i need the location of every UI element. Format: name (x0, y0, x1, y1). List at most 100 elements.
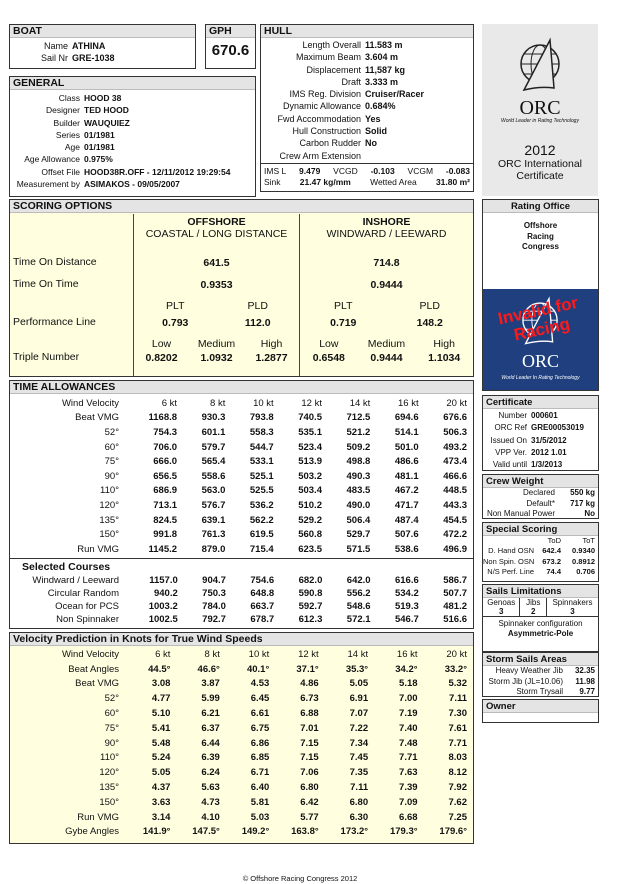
general-label: Class (58, 93, 80, 103)
selected-course-value: 648.8 (250, 587, 275, 599)
velocity-value: 7.48 (399, 737, 418, 749)
time-allowance-value: 472.2 (443, 529, 467, 541)
time-allowance-value: 579.7 (201, 441, 226, 453)
time-allowance-value: 443.3 (443, 499, 467, 511)
time-allowance-value: 498.8 (346, 456, 371, 468)
general-row: Series 01/1981 (10, 129, 255, 141)
velocity-value: 46.6° (197, 663, 220, 675)
velocity-value: 6.71 (250, 767, 270, 779)
velocity-value: 5.18 (399, 678, 418, 690)
sail-label: Sail Nr (40, 53, 68, 64)
general-row: Offset File HOOD38R.OFF - 12/11/2012 19:2… (10, 166, 255, 178)
time-allowance-row: 52° 754.3 601.1 558.3 535.1 521.2 514.1 506.3 (10, 425, 473, 440)
hull-value: No (365, 138, 377, 149)
tot-label: Time On Time (13, 278, 79, 290)
wind-speed-header: 16 kt (396, 648, 418, 660)
time-allowance-value: 1145.2 (148, 543, 178, 555)
velocity-value: 4.73 (201, 796, 220, 808)
velocity-label: 52° (104, 693, 119, 705)
time-allowance-header-row: Wind Velocity 6 kt 8 kt 10 kt 12 kt 14 kt 16 k… (10, 396, 473, 411)
general-value: 01/1981 (84, 129, 115, 140)
velocity-row: 150° 3.63 4.73 5.81 6.42 6.80 7.09 7.62 (10, 795, 473, 810)
velocity-value: 6.39 (201, 752, 220, 764)
time-allowance-value: 525.5 (249, 485, 274, 497)
hull-header: HULL (261, 25, 473, 38)
time-allowance-row: 75° 666.0 565.4 533.1 513.9 498.8 486.6 473.4 (10, 454, 473, 469)
wind-speed-header: 14 kt (349, 397, 371, 409)
hull-row: Crew Arm Extension (261, 150, 473, 162)
hull-value: 0.684% (365, 101, 396, 112)
selected-course-value: 516.6 (443, 613, 467, 625)
time-allowance-value: 558.3 (249, 426, 274, 438)
velocity-value: 6.86 (250, 737, 270, 749)
hull-label: Dynamic Allowance (282, 101, 361, 112)
general-label: Builder (53, 117, 80, 128)
ims-l-label: IMS L (264, 166, 287, 176)
velocity-value: 6.30 (349, 811, 369, 823)
sail-limit-genoas: Genoas 3 (483, 598, 521, 616)
wind-velocity-label: Wind Velocity (61, 648, 119, 660)
hull-row: Dynamic Allowance 0.684% (261, 100, 473, 112)
selected-course-value: 792.7 (202, 613, 226, 625)
hull-label: Carbon Rudder (299, 138, 361, 149)
time-allowance-value: 501.0 (394, 441, 419, 453)
certificate-box: Certificate Number 000601 ORC Ref GRE000530… (482, 395, 599, 471)
velocity-value: 173.2° (340, 826, 369, 838)
hull-row: Carbon Rudder No (261, 137, 473, 149)
time-allowance-value: 471.7 (394, 499, 419, 511)
crew-weight-row: Default* 717 kg (483, 499, 598, 510)
scoring-header: SCORING OPTIONS (10, 200, 473, 213)
general-row: Age 01/1981 (10, 141, 255, 153)
inshore-pld: 148.2 (416, 317, 443, 329)
time-allowance-label: 150° (99, 529, 119, 541)
offshore-plt: 0.793 (162, 317, 189, 329)
inshore-triple-low: 0.6548 (312, 352, 345, 364)
crew-weight-row: Declared 550 kg (483, 488, 598, 499)
time-allowance-row: 90° 656.5 558.6 525.1 503.2 490.3 481.1 466.6 (10, 469, 473, 484)
special-label: N/S Perf. Line (487, 567, 534, 576)
velocity-value: 6.75 (250, 722, 270, 734)
certificate-label: VPP Ver. (495, 447, 527, 457)
selected-course-value: 1003.2 (148, 600, 178, 612)
hull-label: Length Overall (302, 40, 361, 50)
selected-course-value: 556.2 (346, 587, 371, 599)
orc-logo-text: ORC (519, 97, 561, 119)
special-scoring-row: Non Spin. OSN 673.2 0.8912 (483, 557, 598, 568)
selected-course-value: 534.2 (394, 587, 419, 599)
crew-weight-row: Non Manual Power No (483, 509, 598, 520)
time-allowance-value: 448.5 (443, 485, 467, 497)
special-label: D. Hand OSN (488, 546, 534, 555)
selected-course-value: 682.0 (298, 574, 323, 586)
hull-row: Draft 3.333 m (261, 76, 473, 88)
certificate-label: Number (498, 411, 527, 420)
name-label: Name (43, 41, 68, 51)
offshore-triple-medium: 1.0932 (200, 352, 233, 364)
velocity-value: 7.30 (448, 708, 468, 720)
selected-course-label: Windward / Leeward (32, 574, 119, 586)
inshore-subtitle: WINDWARD / LEEWARD (326, 228, 447, 240)
certificate-row: Issued On 31/5/2012 (483, 435, 598, 447)
time-allowance-label: Run VMG (77, 543, 119, 555)
triple-number-label: Triple Number (13, 351, 80, 363)
certificate-value: 2012 1.01 (531, 447, 567, 457)
general-box: GENERAL Class HOOD 38 Designer TED HOOD Buil… (9, 76, 256, 197)
general-label: Designer (45, 105, 80, 116)
time-allowance-value: 521.2 (346, 426, 371, 438)
time-allowance-label: Beat VMG (75, 412, 119, 424)
velocity-value: 5.99 (201, 693, 220, 705)
storm-sail-row: Storm Trysail 9.77 (483, 687, 598, 698)
hull-row: Length Overall 11.583 m (261, 39, 473, 51)
crew-weight-value: 550 kg (570, 488, 595, 497)
velocity-value: 7.22 (349, 722, 369, 734)
wind-speed-header: 16 kt (398, 397, 419, 409)
sails-limitations-header: Sails Limitations (483, 585, 598, 598)
time-allowance-value: 715.4 (249, 543, 274, 555)
velocity-value: 5.05 (349, 678, 369, 690)
offshore-medium-label: Medium (197, 338, 236, 350)
hull-value: 3.604 m (365, 52, 399, 63)
hull-label: Hull Construction (292, 126, 361, 137)
crew-weight-header: Crew Weight (483, 475, 598, 488)
wind-speed-header: 12 kt (301, 397, 322, 409)
special-label: Non Spin. OSN (483, 556, 535, 566)
wind-speed-header: 6 kt (155, 648, 171, 660)
